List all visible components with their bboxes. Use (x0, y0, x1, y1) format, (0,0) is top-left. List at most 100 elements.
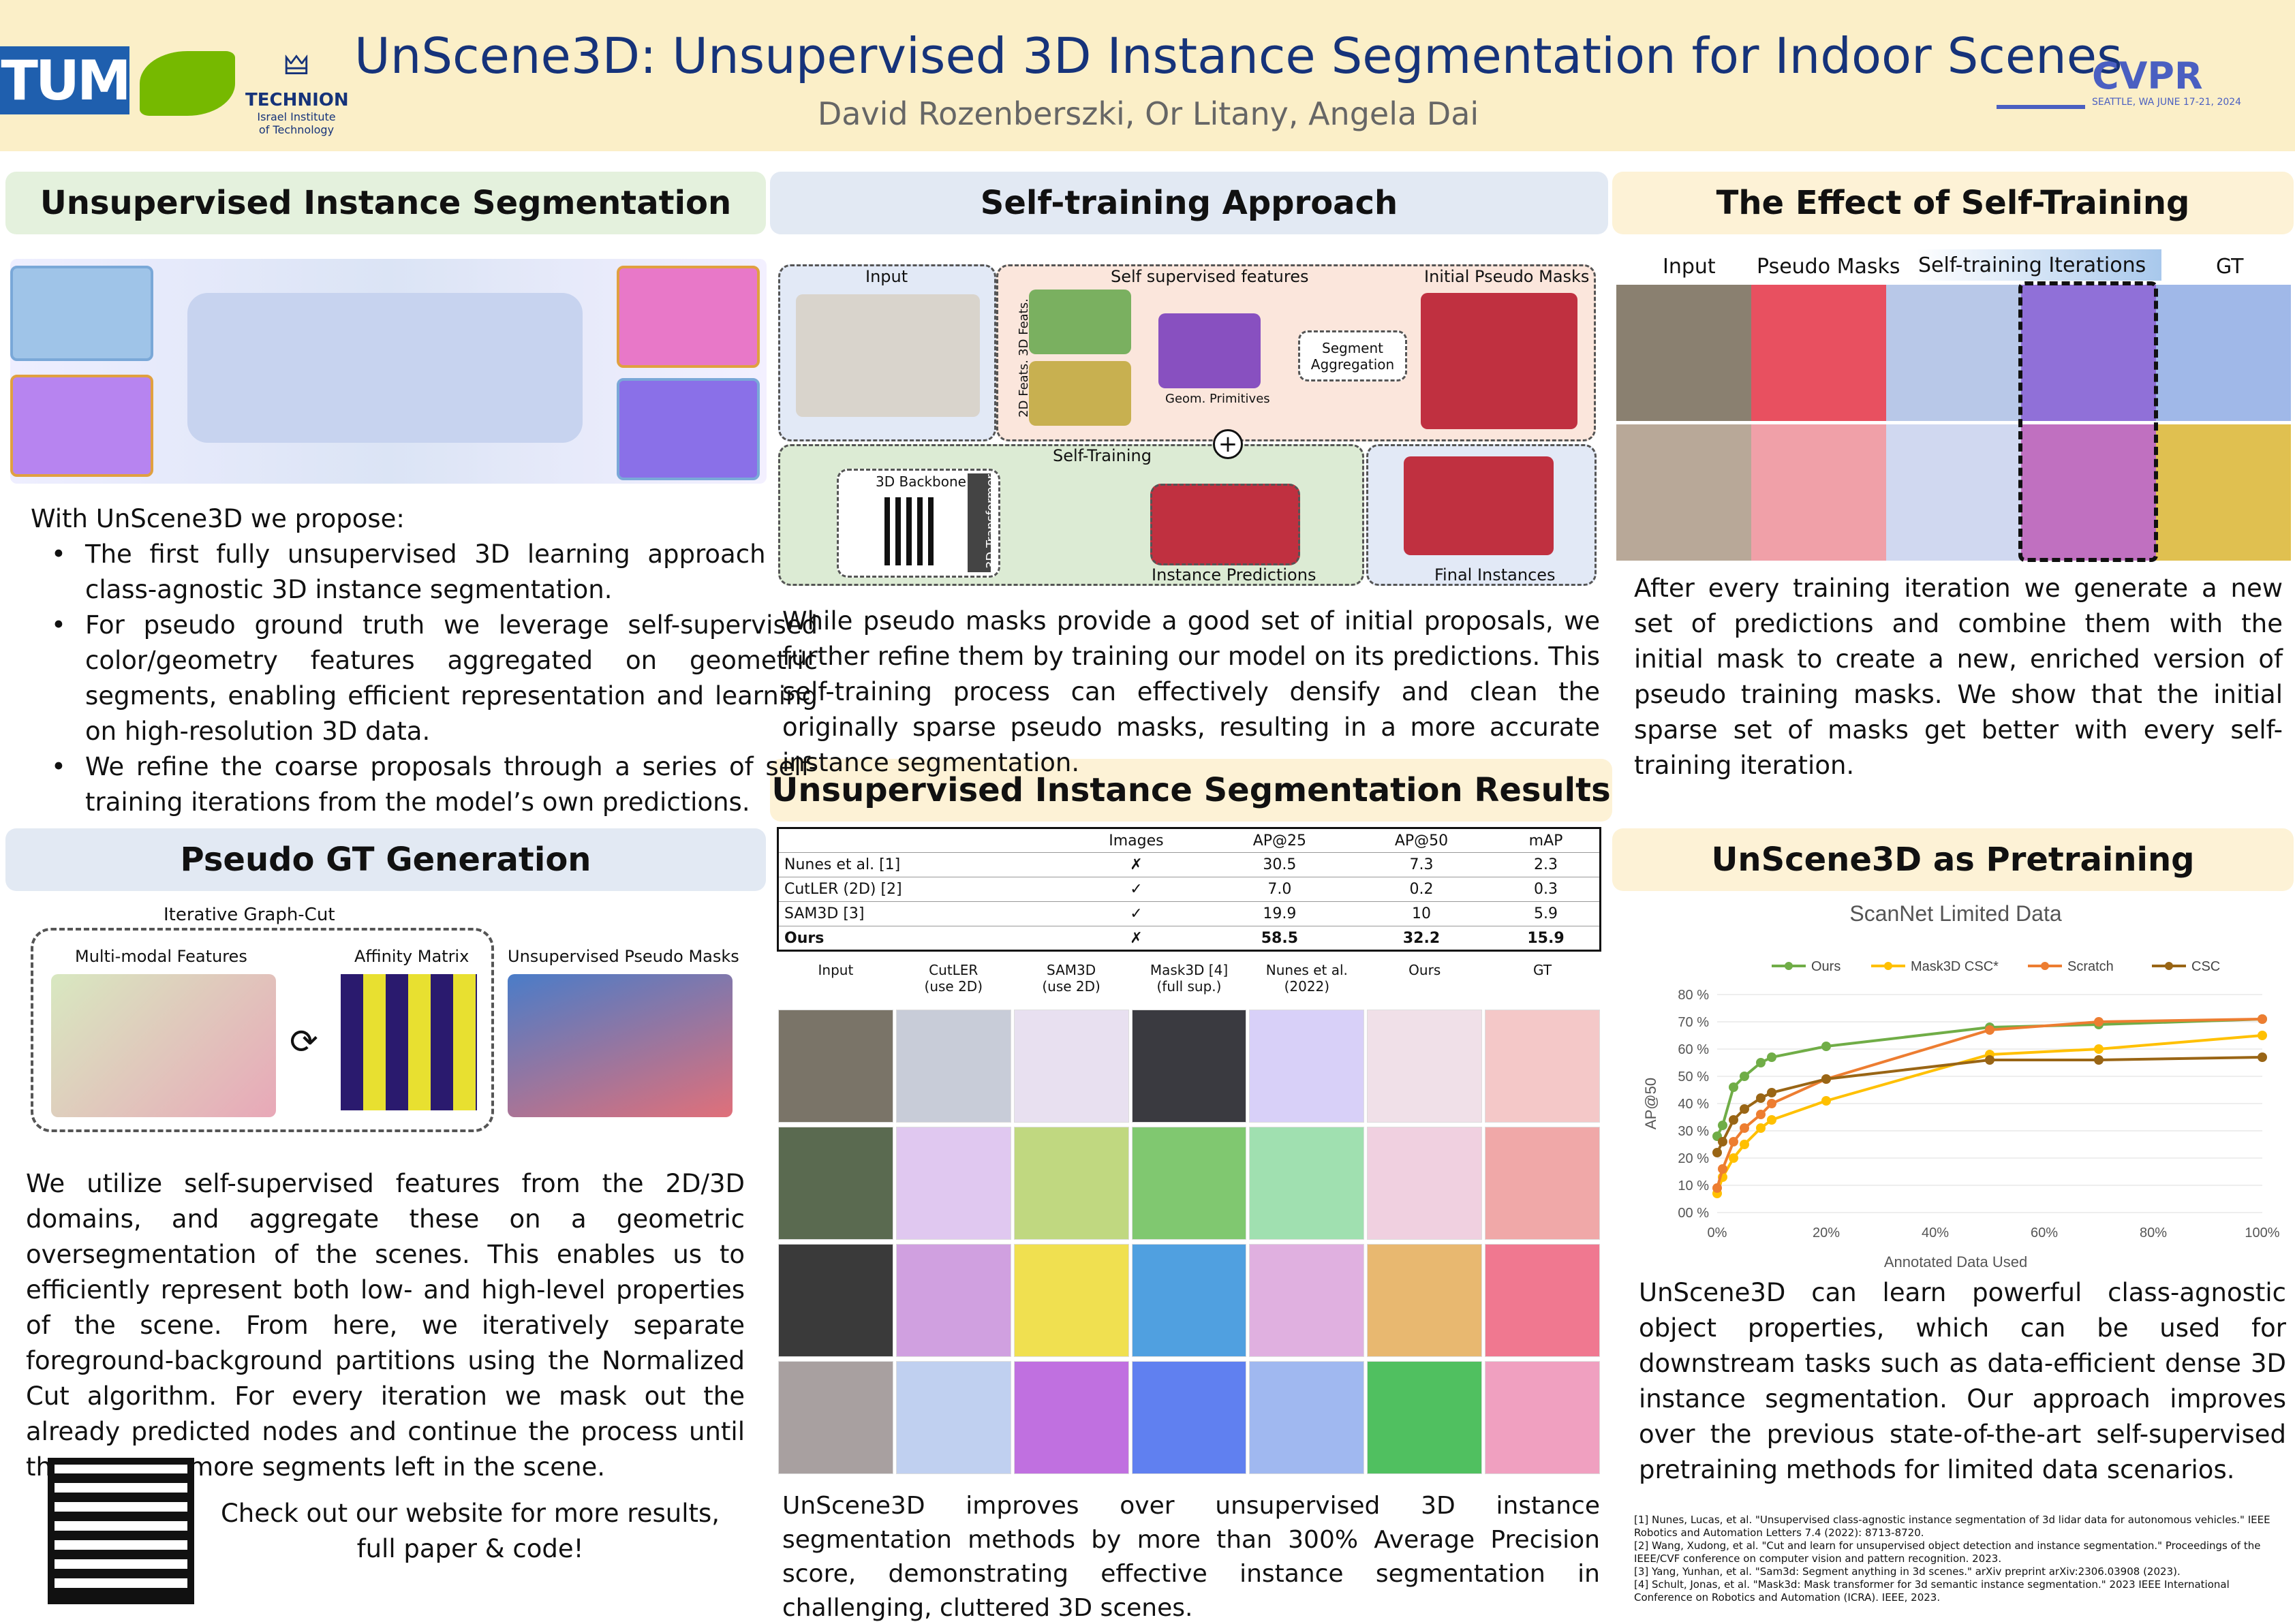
result-image (1249, 1010, 1365, 1123)
legend-marker (2165, 962, 2173, 970)
pretrain-chart: ScanNet Limited Data Ours Mask3D CSC* Scrat… (1622, 886, 2290, 1281)
data-point (1767, 1088, 1776, 1097)
data-point (1821, 1096, 1831, 1106)
data-point (2094, 1044, 2104, 1054)
pseudo-text: We utilize self-supervised features from… (26, 1169, 745, 1482)
data-point (2258, 1014, 2267, 1024)
data-point (1718, 1164, 1727, 1174)
result-image (1013, 1010, 1129, 1123)
result-image (1485, 1244, 1600, 1357)
iterations-arrow (1916, 249, 2161, 281)
data-point (1729, 1137, 1738, 1146)
data-point (1767, 1052, 1776, 1062)
affinity-label: Affinity Matrix (354, 947, 469, 966)
legend-marker (1884, 962, 1892, 970)
section-header-pretrain: UnScene3D as Pretraining (1612, 828, 2294, 891)
effect-col-iterations: Self-training Iterations (1918, 253, 2146, 277)
ipm-label: Initial Pseudo Masks (1424, 267, 1590, 286)
legend-label: Mask3D CSC* (1911, 959, 1999, 974)
unsup-figure (10, 259, 767, 484)
legend-marker (1785, 962, 1793, 970)
cycle-icon: ⟳ (290, 1022, 318, 1061)
final-scene (1404, 456, 1554, 555)
data-point (1767, 1099, 1776, 1108)
instpred-label: Instance Predictions (1152, 565, 1316, 584)
pseudo-masks-scene (508, 974, 733, 1117)
y-tick-label: 50 % (1678, 1069, 1709, 1084)
data-point (1740, 1140, 1749, 1149)
result-image (1485, 1127, 1600, 1240)
bullet-3: We refine the coarse proposals through a… (51, 749, 818, 820)
feat3d-scene (1029, 290, 1131, 354)
transformer-block (968, 473, 991, 572)
result-image (1249, 1244, 1365, 1357)
grid-col-label: CutLER (use 2D) (924, 962, 983, 995)
tum-logo: TUM (0, 46, 132, 114)
data-point (1821, 1074, 1831, 1084)
series-line (1716, 1018, 2263, 1189)
result-image (1013, 1244, 1129, 1357)
results-text: UnScene3D improves over unsupervised 3D … (782, 1492, 1600, 1622)
data-point (1756, 1123, 1766, 1133)
result-image (895, 1010, 1011, 1123)
legend-label: Scratch (2067, 959, 2114, 974)
bullet-2: For pseudo ground truth we leverage self… (51, 608, 818, 749)
y-tick-label: 70 % (1678, 1015, 1709, 1030)
data-point (1985, 1025, 1994, 1035)
geom-label: Geom. Primitives (1165, 392, 1270, 406)
reference-3: [3] Yang, Yunhan, et al. "Sam3d: Segment… (1634, 1565, 2181, 1578)
graphcut-label: Iterative Graph-Cut (164, 905, 335, 925)
backbone-layers (884, 497, 939, 565)
grid-col-label: GT (1533, 962, 1552, 978)
legend-marker (2041, 962, 2049, 970)
y-tick-label: 80 % (1678, 988, 1709, 1003)
result-image (895, 1244, 1011, 1357)
references: [1] Nunes, Lucas, et al. "Unsupervised c… (1634, 1514, 2275, 1604)
selftrain-text: While pseudo masks provide a good set of… (782, 606, 1600, 777)
grid-col-label: Ours (1408, 962, 1441, 978)
cvpr-logo: CVPR SEATTLE, WA JUNE 17-21, 2024 (1997, 54, 2283, 116)
data-point (1756, 1093, 1766, 1103)
x-tick-label: 20% (1813, 1225, 1840, 1240)
result-image (1249, 1127, 1365, 1240)
result-image (1013, 1361, 1129, 1474)
affinity-matrix (341, 974, 477, 1110)
data-point (1718, 1137, 1727, 1146)
selftraining-label: Self-Training (1053, 446, 1152, 465)
unsup-bullets: The first fully unsupervised 3D learning… (51, 537, 818, 820)
graphcut-box (31, 928, 494, 1132)
nvidia-logo (140, 51, 235, 116)
pretrain-text: UnScene3D can learn powerful class-agnos… (1639, 1278, 2286, 1484)
diagram-input-label: Input (865, 267, 908, 286)
qr-code[interactable] (48, 1458, 194, 1604)
x-tick-label: 80% (2140, 1225, 2167, 1240)
result-image (778, 1244, 893, 1357)
data-point (1712, 1148, 1722, 1157)
geom-scene (1158, 313, 1261, 388)
line-chart: ScanNet Limited Data Ours Mask3D CSC* Scrat… (1642, 901, 2280, 1270)
data-point (1729, 1082, 1738, 1092)
features-label: Multi-modal Features (75, 947, 247, 966)
reference-1: [1] Nunes, Lucas, et al. "Unsupervised c… (1634, 1514, 2270, 1539)
data-point (1756, 1110, 1766, 1119)
data-point (1740, 1072, 1749, 1081)
poster-title: UnScene3D: Unsupervised 3D Instance Segm… (354, 27, 2123, 84)
y-tick-label: 20 % (1678, 1151, 1709, 1166)
x-axis-label: Annotated Data Used (1884, 1253, 2027, 1270)
features-scene (51, 974, 276, 1117)
pseudo-masks-label: Unsupervised Pseudo Masks (508, 947, 739, 966)
x-tick-label: 40% (1922, 1225, 1949, 1240)
result-image (778, 1010, 893, 1123)
results-image-grid: Input CutLER (use 2D) SAM3D (use 2D) Mask3D… (777, 962, 1601, 1480)
result-image (1131, 1244, 1247, 1357)
result-image (778, 1127, 893, 1240)
data-point (2258, 1052, 2267, 1062)
result-image (1367, 1361, 1483, 1474)
effect-image-grid (1616, 281, 2291, 562)
grid-col-label: Input (818, 962, 854, 978)
effect-text: After every training iteration we genera… (1634, 574, 2283, 780)
result-image (1367, 1127, 1483, 1240)
y-tick-label: 40 % (1678, 1097, 1709, 1112)
effect-col-gt: GT (2216, 255, 2244, 279)
effect-col-pseudo: Pseudo Masks (1757, 255, 1900, 279)
